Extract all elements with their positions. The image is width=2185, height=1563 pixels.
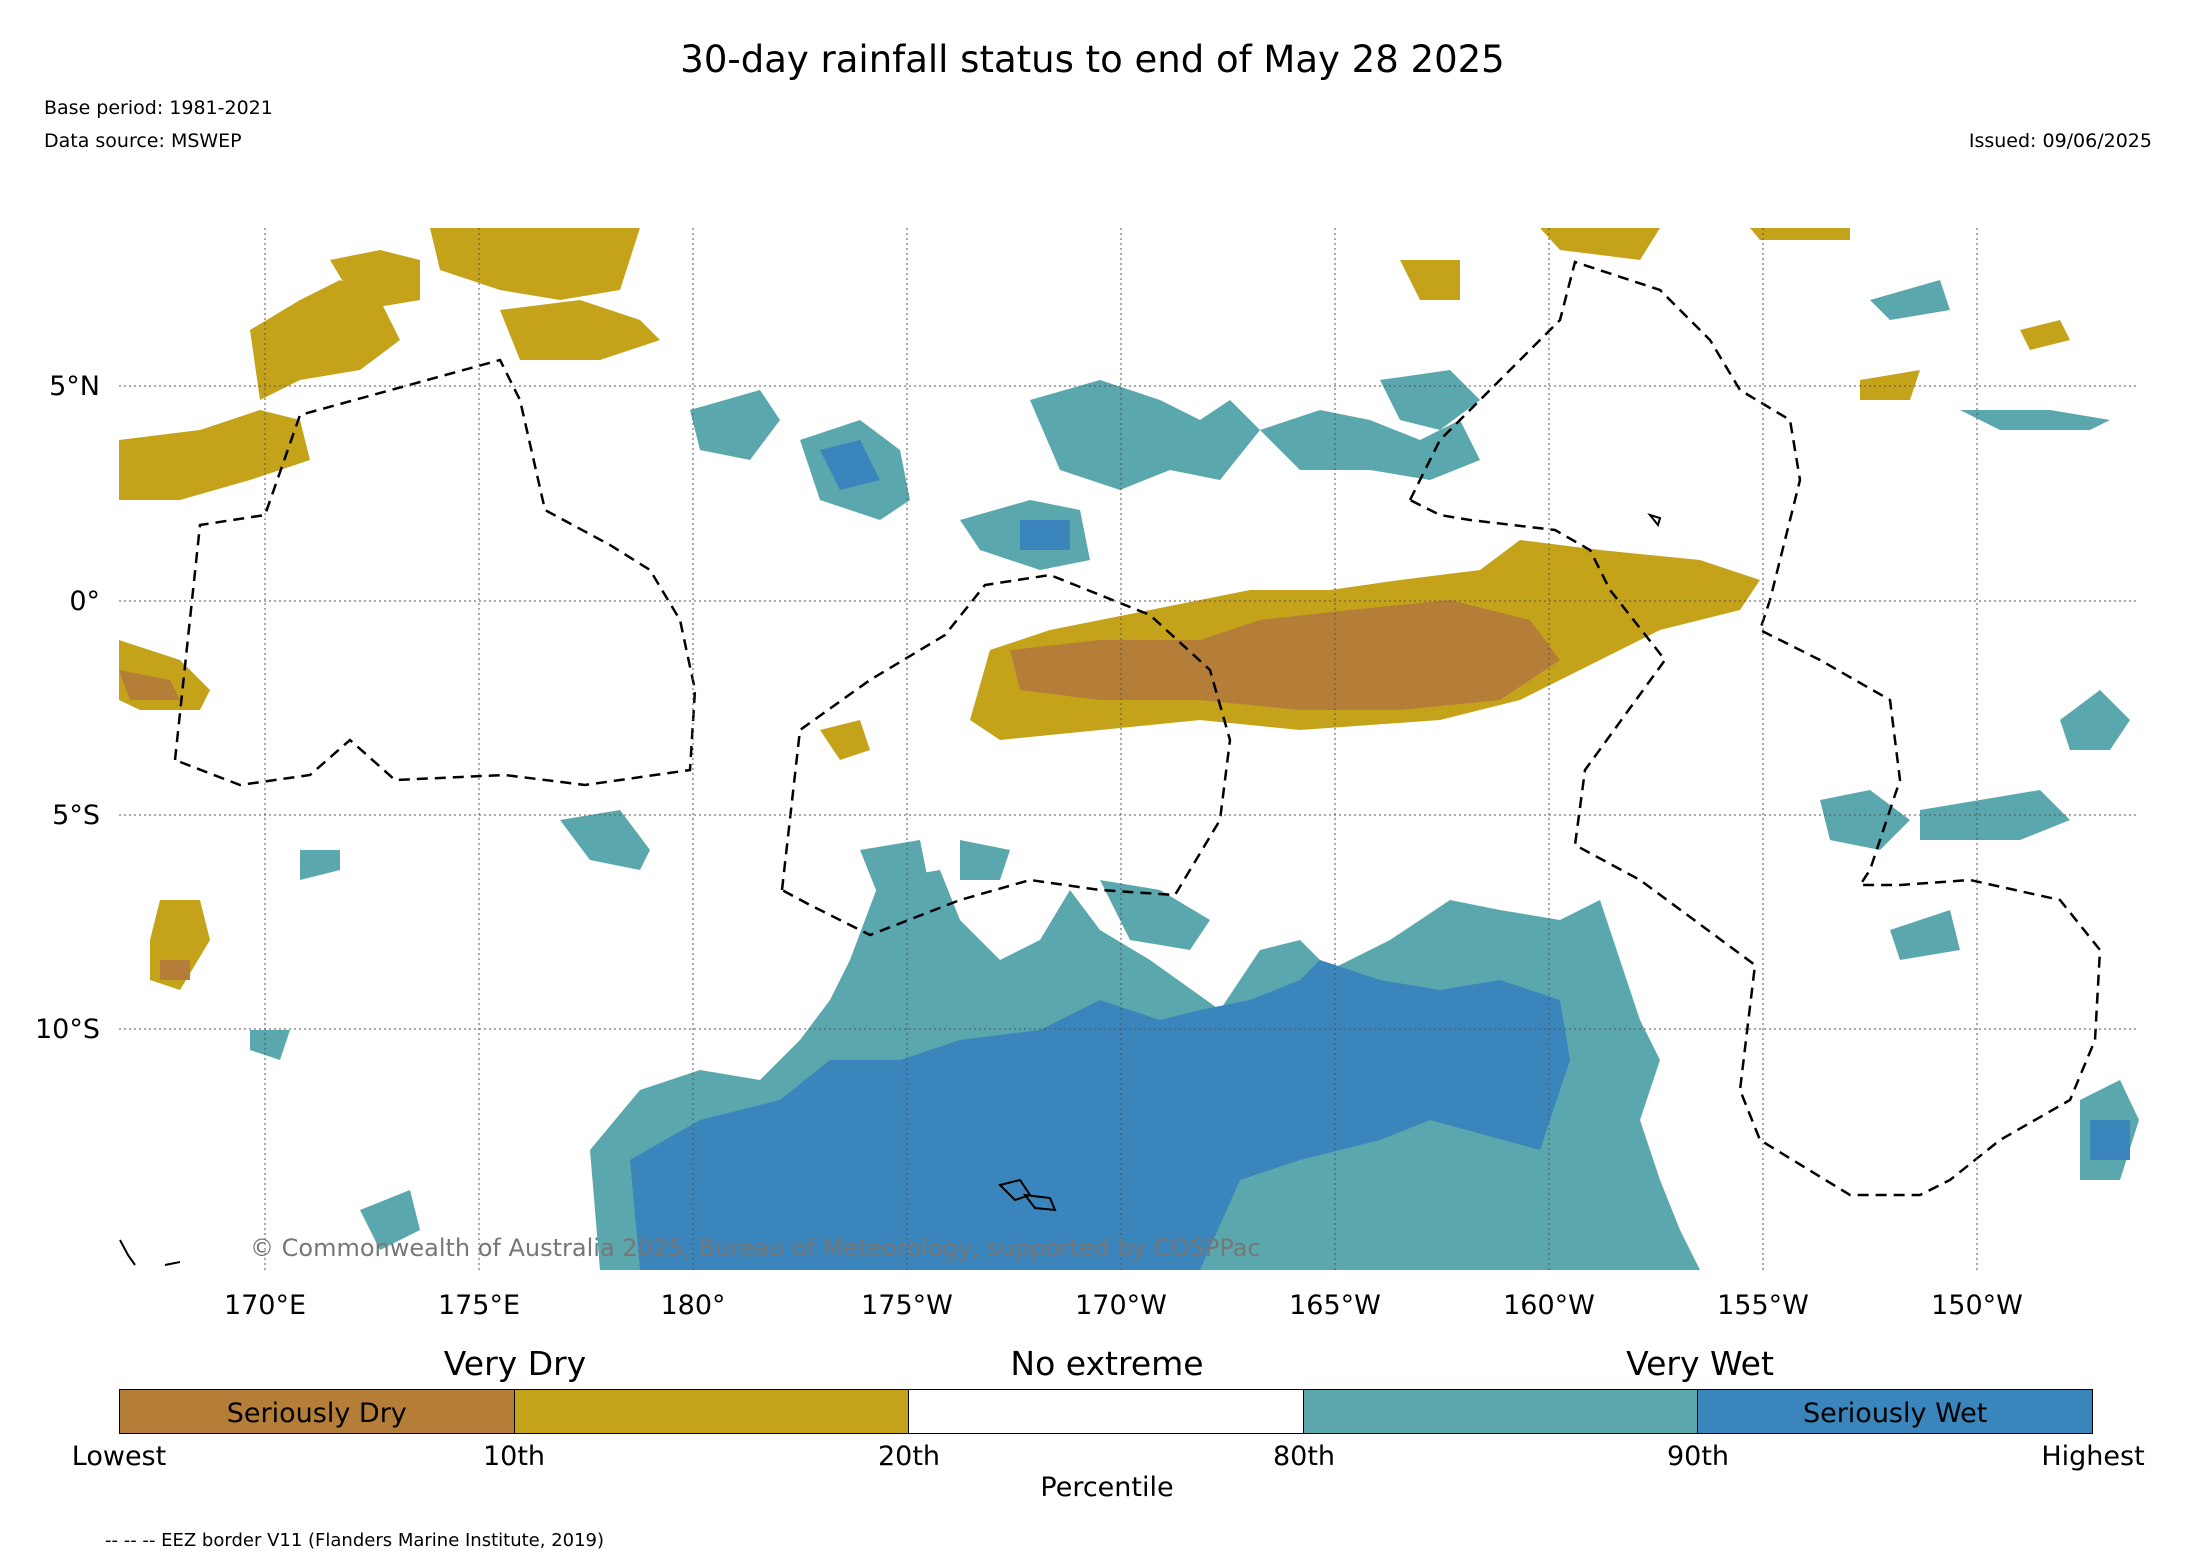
lon-label-170w: 170°W <box>1075 1290 1167 1321</box>
island-coastlines <box>119 513 1662 1266</box>
seriously-wet-regions <box>630 440 2130 1270</box>
map-title: 30-day rainfall status to end of May 28 … <box>680 38 1505 81</box>
copyright-text: © Commonwealth of Australia 2025, Bureau… <box>250 1234 1261 1262</box>
issued-date: Issued: 09/06/2025 <box>1968 130 2152 152</box>
legend-very-dry: Very Dry <box>443 1344 587 1383</box>
data-source-note: Data source: MSWEP <box>44 130 242 152</box>
very-dry-regions <box>119 228 2070 990</box>
lat-label-5n: 5°N <box>49 371 100 402</box>
percentile-80th: 80th <box>1272 1441 1336 1472</box>
eez-footnote: -- -- -- EEZ border V11 (Flanders Marine… <box>105 1530 605 1551</box>
lon-label-170e: 170°E <box>224 1290 306 1321</box>
lat-label-5s: 5°S <box>52 800 100 831</box>
percentile-20th: 20th <box>877 1441 941 1472</box>
percentile-highest: Highest <box>2041 1441 2145 1472</box>
lat-label-10s: 10°S <box>35 1014 100 1045</box>
lon-label-165w: 165°W <box>1289 1290 1381 1321</box>
lon-label-160w: 160°W <box>1503 1290 1595 1321</box>
lat-label-0: 0° <box>69 586 100 617</box>
lon-label-150w: 150°W <box>1931 1290 2023 1321</box>
legend-seriously-dry: Seriously Dry <box>120 1390 515 1433</box>
percentile-axis-label: Percentile <box>1040 1472 1174 1503</box>
legend-no-extreme: No extreme <box>1010 1344 1204 1383</box>
legend-colorbar: Seriously Dry Seriously Wet <box>119 1389 2093 1434</box>
legend-very-dry-segment <box>514 1390 910 1433</box>
legend-very-wet-segment <box>1303 1390 1699 1433</box>
lon-label-155w: 155°W <box>1717 1290 1809 1321</box>
lon-label-175w: 175°W <box>861 1290 953 1321</box>
legend-no-extreme-segment <box>909 1390 1304 1433</box>
lon-label-180: 180° <box>660 1290 725 1321</box>
legend-seriously-wet: Seriously Wet <box>1698 1390 2092 1433</box>
base-period-note: Base period: 1981-2021 <box>44 97 273 119</box>
percentile-lowest: Lowest <box>71 1441 167 1472</box>
seriously-dry-regions <box>119 600 1560 980</box>
percentile-90th: 90th <box>1666 1441 1730 1472</box>
gridlines <box>119 228 2139 1270</box>
eez-borders <box>173 260 2102 1197</box>
lon-label-175e: 175°E <box>438 1290 520 1321</box>
percentile-10th: 10th <box>482 1441 546 1472</box>
legend-very-wet: Very Wet <box>1626 1344 1774 1383</box>
